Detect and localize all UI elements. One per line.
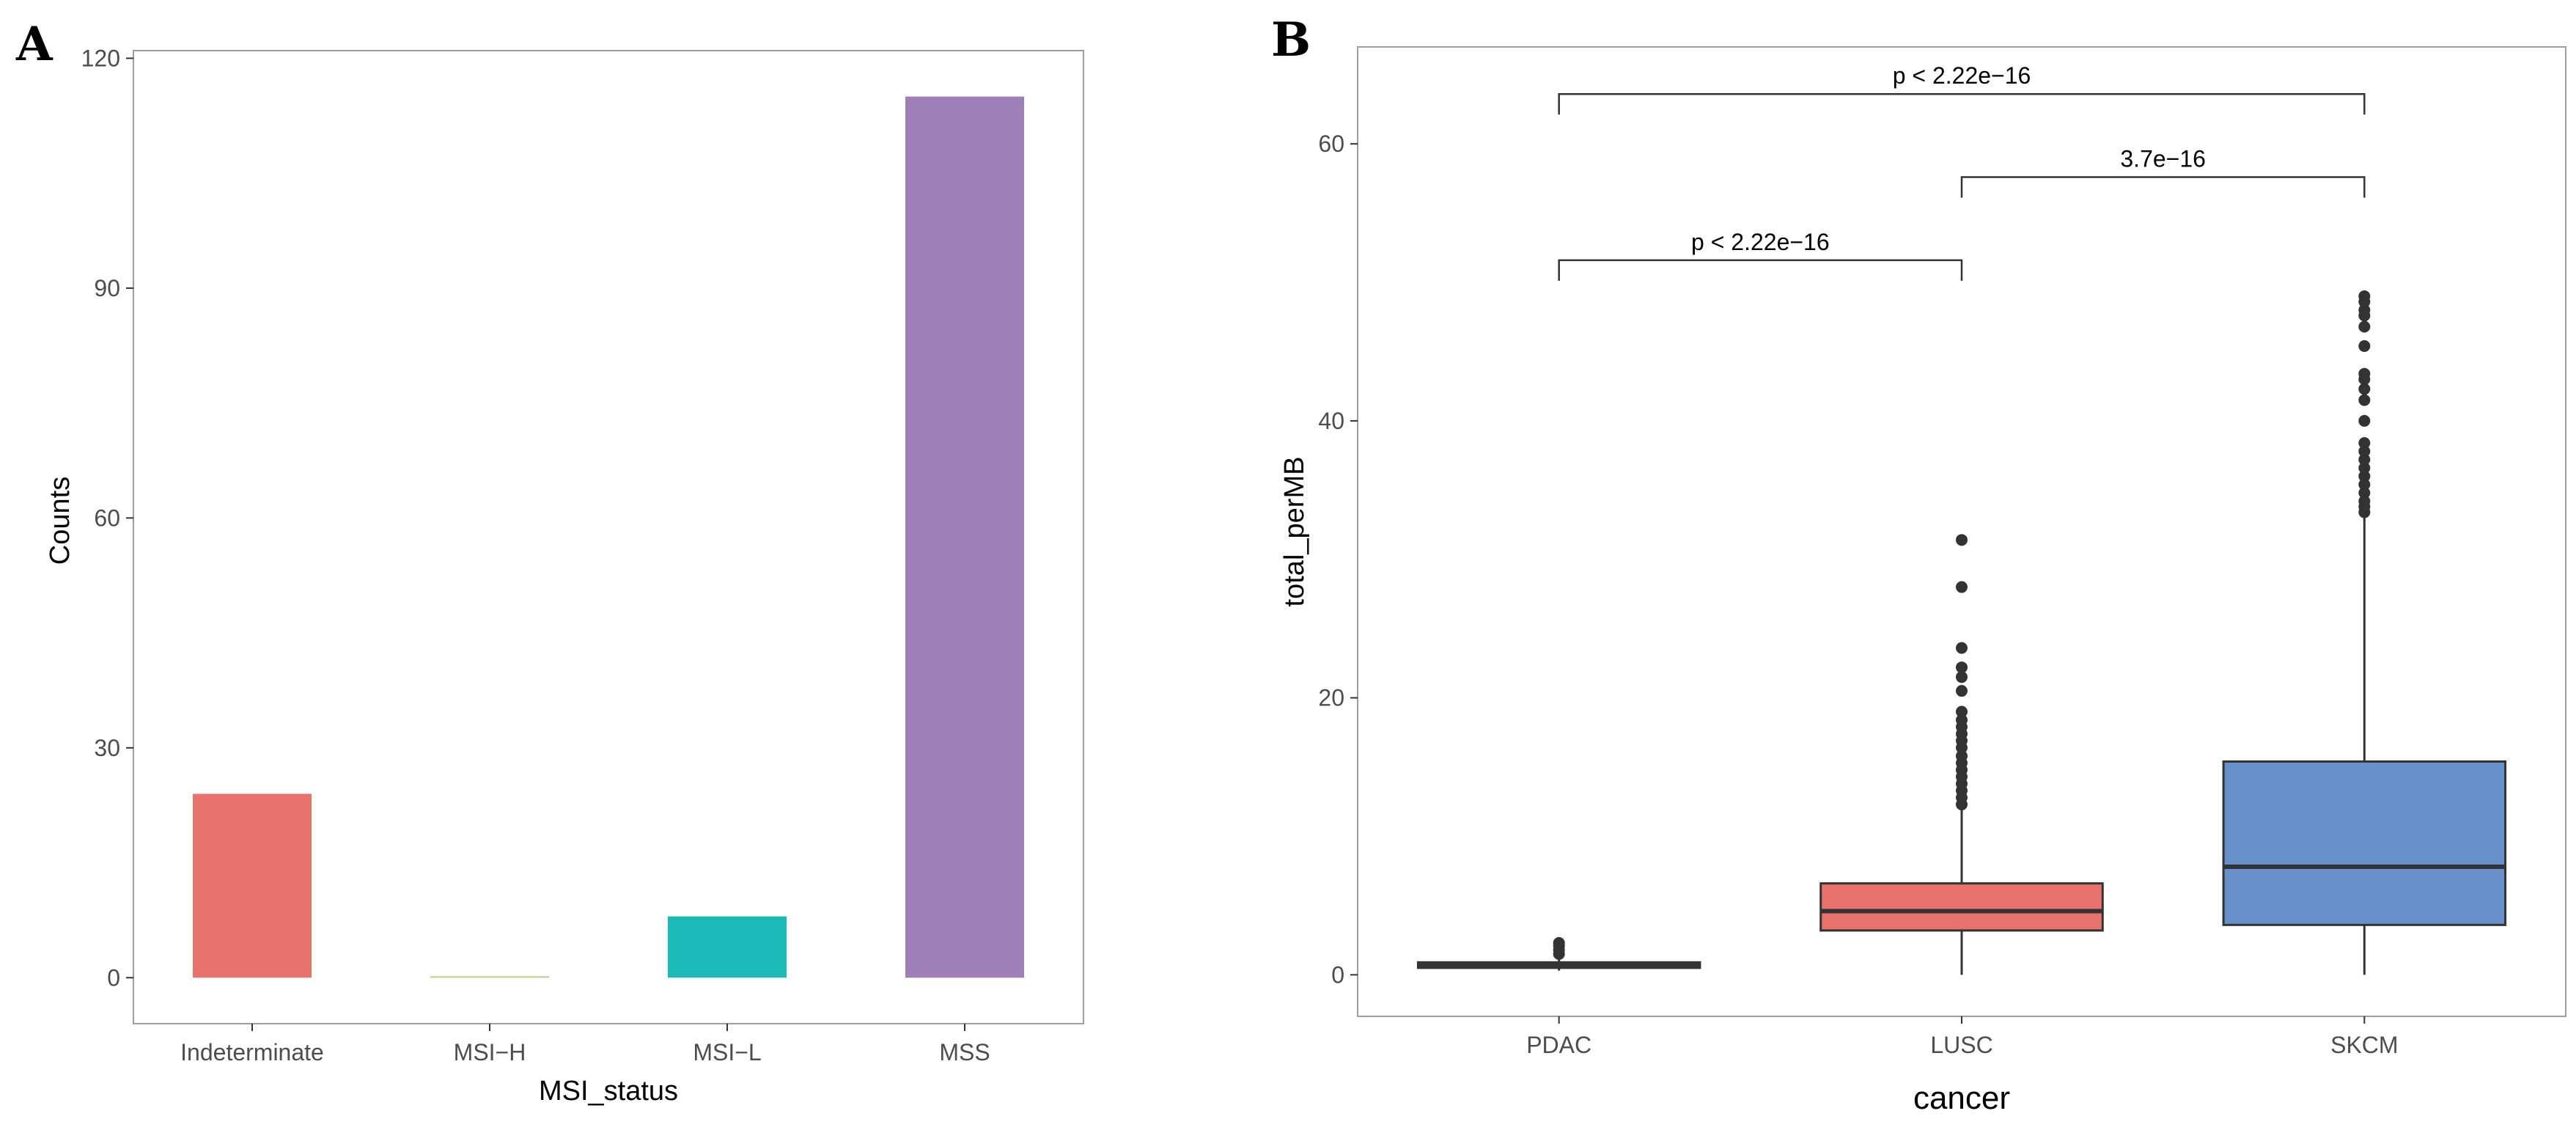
outlier-point bbox=[2358, 445, 2371, 458]
outlier-point bbox=[1956, 749, 1968, 762]
y-tick-label: 20 bbox=[1318, 685, 1344, 711]
significance-bracket bbox=[1960, 176, 2366, 198]
x-tick-label: Indeterminate bbox=[180, 1039, 324, 1065]
outlier-point bbox=[1553, 936, 1565, 949]
panel-a-marks: 0 30 60 90 120 Indeterminate MSI−H MSI−L MSS bbox=[81, 45, 1024, 1065]
outlier-point bbox=[2358, 453, 2371, 466]
x-tick-label: MSS bbox=[939, 1039, 990, 1065]
significance-label: p < 2.22e−16 bbox=[1893, 62, 2031, 89]
x-tick-label: PDAC bbox=[1526, 1032, 1591, 1058]
bar bbox=[430, 976, 549, 978]
panel-a: A 0 30 60 90 120 Indeterminate MSI−H MSI−L MSS M… bbox=[15, 17, 1084, 1107]
y-tick-label: 60 bbox=[94, 505, 120, 531]
outlier-point bbox=[1956, 581, 1968, 593]
outlier-point bbox=[2358, 340, 2371, 352]
panel-a-y-axis-title: Counts bbox=[45, 477, 76, 565]
outlier-point bbox=[1956, 671, 1968, 683]
y-tick-label: 120 bbox=[81, 45, 120, 71]
outlier-point bbox=[1956, 705, 1968, 718]
bar bbox=[193, 793, 312, 978]
outlier-point bbox=[1956, 713, 1968, 726]
outlier-point bbox=[2358, 462, 2371, 474]
box bbox=[1819, 882, 2104, 932]
outlier-point bbox=[2358, 437, 2371, 450]
panel-a-x-axis-title: MSI_status bbox=[539, 1076, 678, 1107]
y-tick-label: 0 bbox=[107, 964, 120, 991]
significance-label: p < 2.22e−16 bbox=[1691, 229, 1830, 255]
y-tick-label: 0 bbox=[1331, 961, 1344, 988]
outlier-point bbox=[2358, 478, 2371, 491]
significance-bracket bbox=[1558, 259, 1963, 281]
panel-a-plot-frame bbox=[133, 50, 1084, 1024]
x-tick-label: SKCM bbox=[2330, 1032, 2398, 1058]
outlier-point bbox=[2358, 414, 2371, 427]
outlier-point bbox=[2358, 367, 2371, 380]
bar bbox=[668, 916, 787, 978]
outlier-point bbox=[2358, 320, 2371, 333]
outlier-point bbox=[2358, 495, 2371, 507]
x-tick-label: LUSC bbox=[1930, 1032, 1992, 1058]
x-tick-label: MSI−H bbox=[454, 1039, 526, 1065]
y-tick-label: 30 bbox=[94, 735, 120, 761]
significance-bracket bbox=[1558, 92, 2366, 115]
panel-b-y-axis-title: total_perMB bbox=[1279, 457, 1310, 607]
significance-label: 3.7e−16 bbox=[2120, 146, 2206, 172]
outlier-point bbox=[2358, 487, 2371, 499]
panel-a-letter: A bbox=[15, 17, 54, 72]
outlier-point bbox=[2358, 470, 2371, 483]
outlier-point bbox=[1956, 534, 1968, 546]
panel-b-letter: B bbox=[1271, 12, 1311, 67]
outlier-point bbox=[1956, 642, 1968, 654]
outlier-point bbox=[1956, 685, 1968, 697]
outlier-point bbox=[2358, 394, 2371, 406]
box bbox=[2222, 760, 2507, 926]
outlier-point bbox=[2358, 383, 2371, 395]
panel-b-marks: 0 20 40 60 PDAC LUSC SKCM p < 2.22e−16 3.7e−16 p … bbox=[1318, 62, 2507, 1058]
y-tick-label: 90 bbox=[94, 275, 120, 301]
outlier-point bbox=[2358, 290, 2371, 302]
y-tick-label: 40 bbox=[1318, 408, 1344, 434]
panel-b: B 0 20 40 60 PDAC LUSC SKCM p < 2.22e−16 3.7e−16… bbox=[1271, 12, 2566, 1116]
y-tick-label: 60 bbox=[1318, 131, 1344, 157]
bar bbox=[905, 96, 1024, 978]
panel-b-x-axis-title: cancer bbox=[1913, 1080, 2010, 1116]
x-tick-label: MSI−L bbox=[693, 1039, 761, 1065]
outlier-point bbox=[1956, 661, 1968, 674]
outlier-point bbox=[2358, 304, 2371, 316]
